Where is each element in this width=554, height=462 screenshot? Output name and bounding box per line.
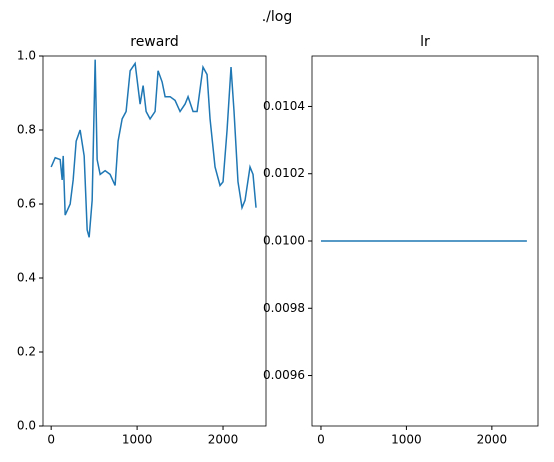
- series-line: [50, 59, 257, 238]
- x-tick-label: 2000: [208, 433, 239, 447]
- figure-title: ./log: [262, 9, 293, 25]
- y-tick-label: 0.4: [17, 271, 36, 285]
- y-tick-label: 0.0102: [263, 166, 305, 180]
- axes-title: lr: [420, 34, 430, 50]
- axes-title: reward: [130, 34, 179, 50]
- x-tick-label: 0: [317, 433, 325, 447]
- axes-frame: [311, 55, 539, 427]
- y-tick-label: 0.0104: [263, 99, 305, 113]
- x-tick-label: 0: [47, 433, 55, 447]
- y-tick-label: 0.0: [17, 419, 36, 433]
- x-tick-label: 1000: [391, 433, 422, 447]
- y-tick-label: 0.2: [17, 345, 36, 359]
- y-tick-label: 1.0: [17, 49, 36, 63]
- y-tick-label: 0.0096: [263, 368, 305, 382]
- y-tick-label: 0.0100: [263, 234, 305, 248]
- x-tick-label: 1000: [122, 433, 153, 447]
- axes-frame: [42, 55, 267, 427]
- y-tick-label: 0.8: [17, 123, 36, 137]
- x-tick-label: 2000: [477, 433, 508, 447]
- y-tick-label: 0.0098: [263, 301, 305, 315]
- y-tick-label: 0.6: [17, 197, 36, 211]
